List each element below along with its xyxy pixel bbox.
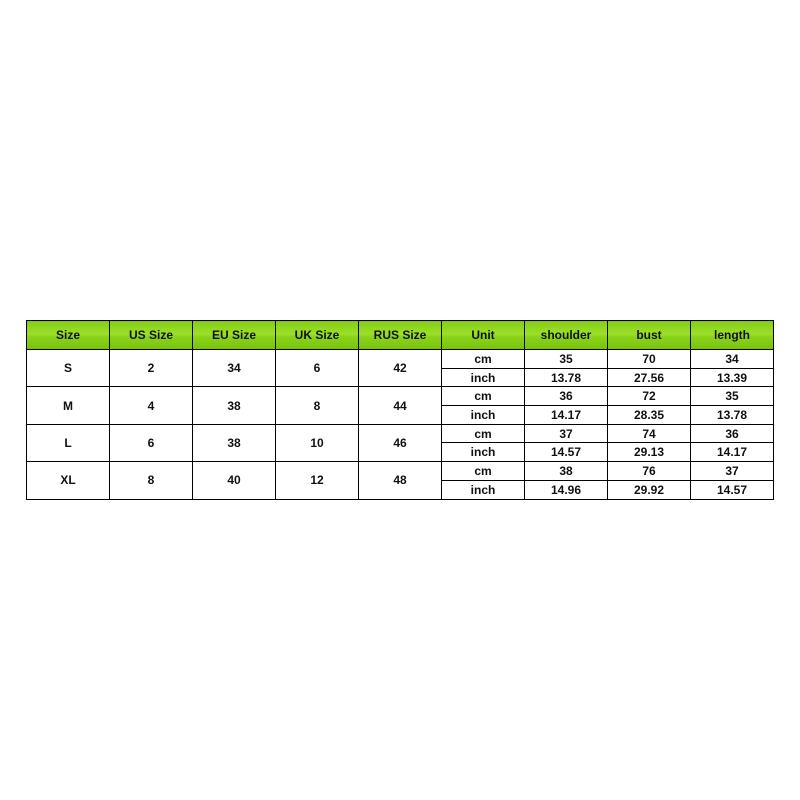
measure-cell: 29.92 — [607, 479, 691, 500]
table-row: inch 14.57 29.13 14.17 — [27, 442, 774, 463]
measure-cell: 76 — [607, 461, 691, 481]
measure-cell: 14.57 — [690, 479, 774, 500]
measure-cell: inch — [441, 367, 525, 388]
measure-cell: 35 — [524, 349, 608, 369]
size-cell: XL — [26, 461, 110, 500]
measure-cell: 70 — [607, 349, 691, 369]
size-table: Size US Size EU Size UK Size RUS Size Unit sho… — [26, 320, 774, 500]
measure-cell: 74 — [607, 423, 691, 444]
size-cell: 40 — [192, 461, 276, 500]
header-cell: Size — [26, 320, 110, 350]
measure-cell: 29.13 — [607, 442, 691, 463]
measure-cell: 14.57 — [524, 442, 608, 463]
measure-cell: 37 — [690, 461, 774, 481]
header-cell: UK Size — [275, 320, 359, 350]
table-row: L 6 38 10 46 cm 37 74 36 — [26, 423, 774, 463]
measure-cell: cm — [441, 349, 525, 369]
measure-cell: 27.56 — [607, 367, 691, 388]
size-cell: 6 — [275, 348, 359, 388]
measure-cell: 13.78 — [524, 367, 608, 388]
measure-cell: 14.17 — [524, 405, 608, 425]
measure-cell: cm — [441, 461, 525, 481]
measure-cell: 38 — [524, 461, 608, 481]
header-cell: EU Size — [192, 320, 276, 350]
size-cell: 8 — [275, 386, 359, 425]
measure-cell: inch — [441, 405, 525, 425]
table-body: S 2 34 6 42 cm 35 70 34 inch 13.78 27.56 13.39 M 4 38 8 4… — [26, 348, 774, 500]
header-cell: length — [690, 320, 774, 350]
size-cell: 10 — [275, 423, 359, 463]
measure-cell: 34 — [690, 349, 774, 369]
size-cell: 34 — [192, 348, 276, 388]
size-cell: L — [26, 423, 110, 463]
size-cell: 4 — [109, 386, 193, 425]
header-cell: US Size — [109, 320, 193, 350]
size-cell: 38 — [192, 386, 276, 425]
size-cell: 12 — [275, 461, 359, 500]
size-cell: 46 — [358, 423, 442, 463]
measure-cell: 14.96 — [524, 479, 608, 500]
header-cell: shoulder — [524, 320, 608, 350]
measure-cell: 13.78 — [690, 405, 774, 425]
size-cell: 8 — [109, 461, 193, 500]
size-cell: M — [26, 386, 110, 425]
table-row: S 2 34 6 42 cm 35 70 34 — [26, 348, 774, 388]
measure-cell: 28.35 — [607, 405, 691, 425]
header-row: Size US Size EU Size UK Size RUS Size Unit sho… — [26, 320, 774, 350]
measure-cell: 37 — [524, 423, 608, 444]
measure-cell: inch — [441, 442, 525, 463]
measure-cell: inch — [441, 479, 525, 500]
size-cell: 44 — [358, 386, 442, 425]
header-cell: RUS Size — [358, 320, 442, 350]
size-cell: 42 — [358, 348, 442, 388]
size-cell: 6 — [109, 423, 193, 463]
size-cell: 2 — [109, 348, 193, 388]
measure-cell: 13.39 — [690, 367, 774, 388]
table-row: XL 8 40 12 48 cm 38 76 37 — [26, 461, 774, 500]
table-row: M 4 38 8 44 cm 36 72 35 — [26, 386, 774, 425]
size-cell: S — [26, 348, 110, 388]
header-cell: bust — [607, 320, 691, 350]
header-cell: Unit — [441, 320, 525, 350]
measure-cell: 72 — [607, 386, 691, 407]
measure-cell: cm — [441, 423, 525, 444]
measure-cell: 36 — [524, 386, 608, 407]
measure-cell: 14.17 — [690, 442, 774, 463]
measure-cell: 35 — [690, 386, 774, 407]
table-header: Size US Size EU Size UK Size RUS Size Unit sho… — [26, 320, 774, 350]
measure-cell: cm — [441, 386, 525, 407]
size-cell: 48 — [358, 461, 442, 500]
table-row: inch 14.96 29.92 14.57 — [27, 479, 774, 500]
measure-cell: 36 — [690, 423, 774, 444]
size-cell: 38 — [192, 423, 276, 463]
